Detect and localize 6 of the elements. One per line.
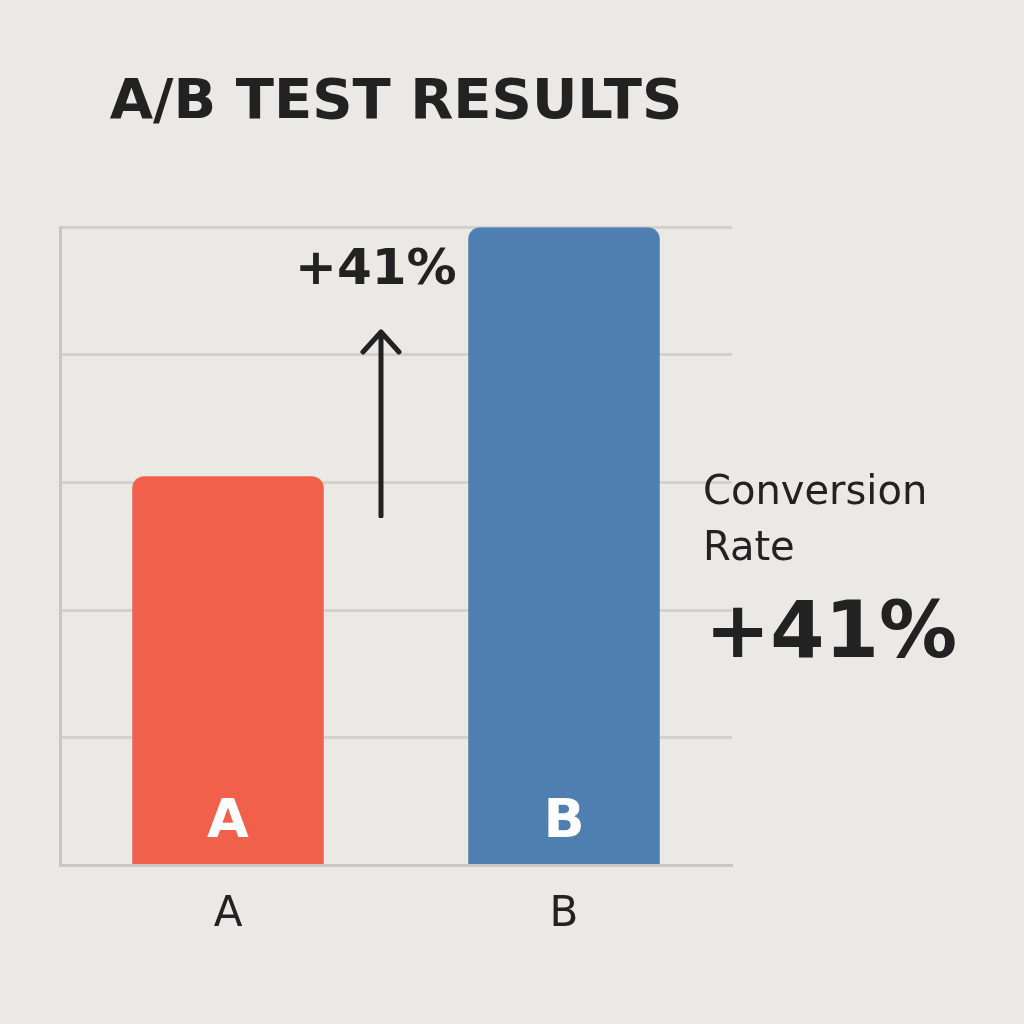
annotation: +41% — [295, 238, 457, 296]
category-label: B — [543, 787, 585, 851]
annotation: +41% — [705, 585, 958, 675]
annotation: Conversion Rate — [703, 466, 929, 571]
chart-title: A/B TEST RESULTS — [109, 66, 683, 132]
category-label: A — [207, 787, 249, 851]
